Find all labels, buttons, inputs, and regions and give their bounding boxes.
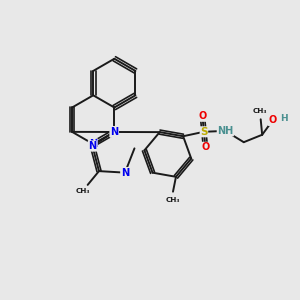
Text: N: N <box>89 139 97 149</box>
Text: CH₃: CH₃ <box>165 197 180 203</box>
Text: H: H <box>280 114 288 123</box>
Text: NH: NH <box>217 126 233 136</box>
Text: N: N <box>110 127 118 137</box>
Text: N: N <box>110 127 118 137</box>
Text: CH₃: CH₃ <box>253 108 267 114</box>
Text: N: N <box>121 168 129 178</box>
Text: O: O <box>268 116 277 125</box>
Text: O: O <box>201 142 209 152</box>
Text: N: N <box>110 127 118 137</box>
Text: N: N <box>88 141 97 151</box>
Text: O: O <box>198 111 207 121</box>
Text: N: N <box>88 141 97 151</box>
Text: N: N <box>121 168 129 178</box>
Text: CH₃: CH₃ <box>75 188 90 194</box>
Text: S: S <box>200 127 208 137</box>
Text: N: N <box>110 127 118 137</box>
Text: N: N <box>89 139 97 149</box>
